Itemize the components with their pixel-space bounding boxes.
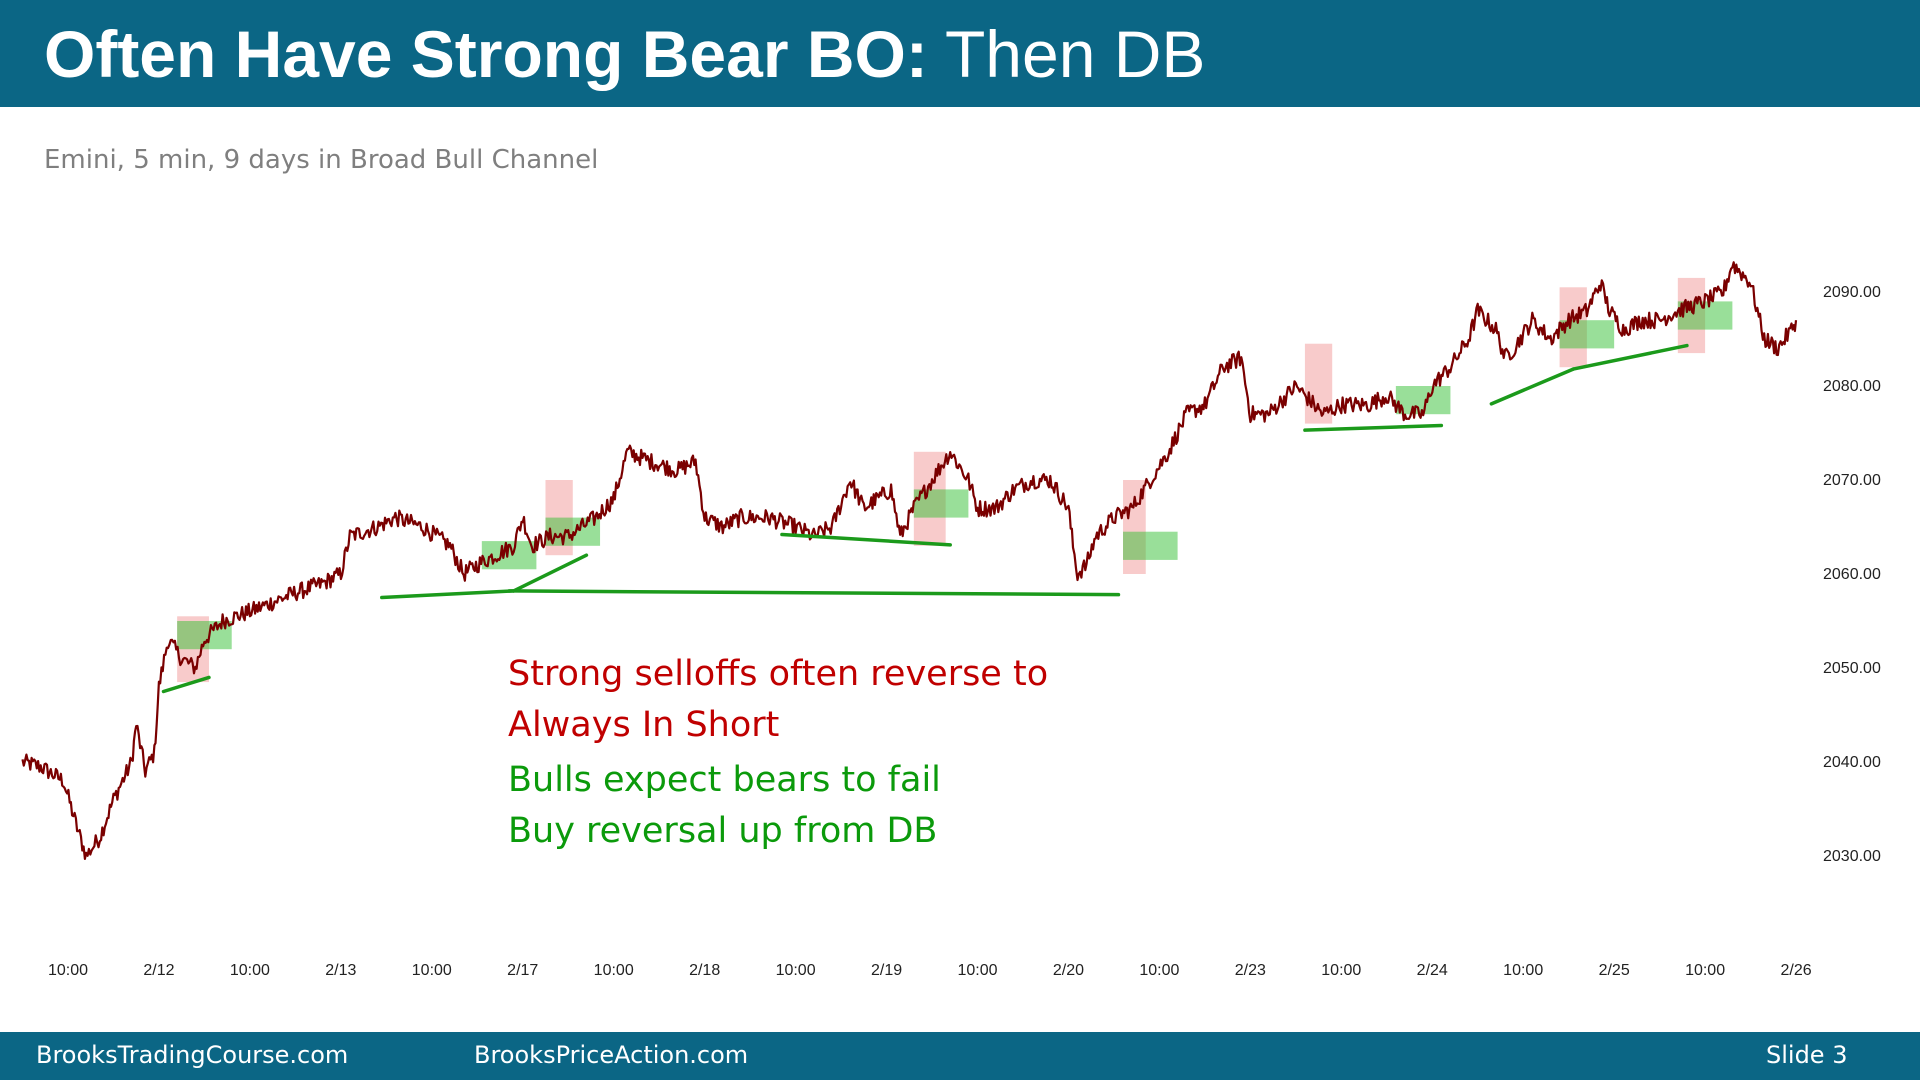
support-trendline-3 [507, 589, 1121, 597]
x-tick-label: 2/13 [325, 962, 356, 979]
y-tick-label: 2050.00 [1823, 660, 1881, 677]
x-tick-label: 2/20 [1053, 962, 1084, 979]
x-tick-label: 2/19 [871, 962, 902, 979]
slide-title: Often Have Strong Bear BO: Then DB [44, 14, 1205, 94]
x-tick-label: 10:00 [1321, 962, 1361, 979]
annotation-selloff-line2: Always In Short [508, 705, 780, 745]
x-tick-label: 2/25 [1599, 962, 1630, 979]
title-bold-part: Often Have Strong Bear BO: [44, 17, 928, 91]
annotation-selloff-line1: Strong selloffs often reverse to [508, 654, 1049, 694]
x-tick-label: 2/26 [1780, 962, 1811, 979]
price-chart: 2030.00 2040.00 2050.00 2060.00 2070.00 2080.… [21, 261, 1881, 979]
annotation-bulls-line1: Bulls expect bears to fail [508, 760, 941, 800]
support-trendline-4 [511, 553, 589, 593]
footer-link-course[interactable]: BrooksTradingCourse.com [36, 1041, 349, 1069]
title-normal-part: Then DB [927, 17, 1206, 91]
x-tick-label: 10:00 [230, 962, 270, 979]
support-trendline-5 [780, 532, 952, 547]
price-series [21, 261, 1798, 861]
slide-number: Slide 3 [1766, 1041, 1848, 1069]
x-axis: 10:00 2/12 10:00 2/13 10:00 2/17 10:00 2/18 10:0… [48, 962, 1812, 979]
x-tick-label: 10:00 [1503, 962, 1543, 979]
y-tick-label: 2070.00 [1823, 472, 1881, 489]
x-tick-label: 10:00 [776, 962, 816, 979]
support-trendline-2 [380, 589, 516, 600]
x-tick-label: 10:00 [1685, 962, 1725, 979]
y-tick-label: 2090.00 [1823, 284, 1881, 301]
y-tick-label: 2060.00 [1823, 566, 1881, 583]
x-tick-label: 2/12 [143, 962, 174, 979]
x-tick-label: 10:00 [1139, 962, 1179, 979]
x-tick-label: 10:00 [412, 962, 452, 979]
double-bottom-entry-box-6 [1395, 386, 1451, 415]
x-tick-label: 2/18 [689, 962, 720, 979]
footer-bar: BrooksTradingCourse.com BrooksPriceActio… [0, 1032, 1920, 1080]
annotation-bulls-line2: Buy reversal up from DB [508, 811, 938, 851]
double-bottom-entry-box-4 [913, 489, 969, 518]
double-bottom-entry-box-5 [1123, 531, 1178, 560]
trendlines [161, 343, 1689, 694]
x-tick-label: 10:00 [48, 962, 88, 979]
support-trendline-8 [1571, 343, 1689, 371]
support-trendline-6 [1303, 423, 1444, 432]
footer-link-priceaction[interactable]: BrooksPriceAction.com [474, 1041, 749, 1069]
x-tick-label: 10:00 [594, 962, 634, 979]
title-bar: Often Have Strong Bear BO: Then DB [0, 0, 1920, 107]
x-tick-label: 2/17 [507, 962, 538, 979]
chart-subtitle: Emini, 5 min, 9 days in Broad Bull Chann… [44, 145, 599, 175]
y-tick-label: 2030.00 [1823, 848, 1881, 865]
y-tick-label: 2080.00 [1823, 378, 1881, 395]
y-tick-label: 2040.00 [1823, 754, 1881, 771]
y-axis: 2030.00 2040.00 2050.00 2060.00 2070.00 2080.… [1823, 284, 1881, 865]
x-tick-label: 2/24 [1417, 962, 1448, 979]
x-tick-label: 2/23 [1235, 962, 1266, 979]
support-trendline-7 [1489, 367, 1575, 406]
x-tick-label: 10:00 [957, 962, 997, 979]
support-trendline-1 [161, 675, 211, 694]
price-line [21, 261, 1798, 861]
